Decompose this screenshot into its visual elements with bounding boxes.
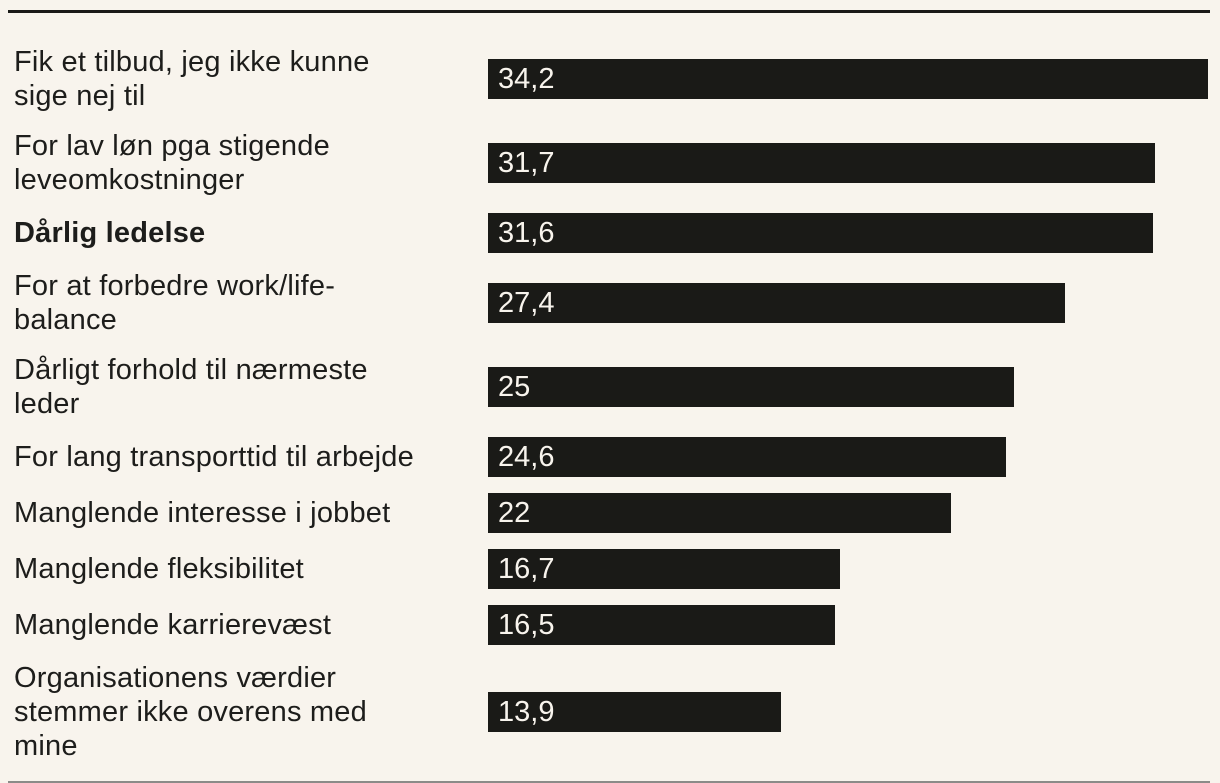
category-label: For lang transporttid til arbejde (14, 441, 414, 473)
category-label: Manglende karrierevæst (14, 609, 332, 641)
category-label: Dårligt forhold til nærmeste leder (14, 354, 368, 420)
value-bar: 34,2 (488, 59, 1208, 99)
category-label: Manglende interesse i jobbet (14, 497, 391, 529)
horizontal-bar-chart: Fik et tilbud, jeg ikke kunne sige nej t… (0, 10, 1220, 783)
category-label: Organisationens værdier stemmer ikke ove… (14, 662, 367, 762)
value-bar: 31,7 (488, 143, 1156, 183)
value-label: 22 (498, 497, 531, 529)
chart-row: Dårlig ledelse 31,6 (14, 205, 1208, 261)
value-bar: 16,7 (488, 549, 840, 589)
bar-area: 31,7 (488, 143, 1208, 183)
category-label: For at forbedre work/life- balance (14, 270, 336, 336)
chart-row: Manglende karrierevæst 16,5 (14, 597, 1208, 653)
value-label: 16,5 (498, 609, 555, 641)
value-bar: 13,9 (488, 692, 781, 732)
bar-area: 22 (488, 493, 1208, 533)
value-label: 16,7 (498, 553, 555, 585)
value-label: 31,6 (498, 217, 555, 249)
value-label: 13,9 (498, 696, 555, 728)
value-bar: 24,6 (488, 437, 1006, 477)
value-bar: 22 (488, 493, 952, 533)
bar-area: 34,2 (488, 59, 1208, 99)
category-label: For lav løn pga stigende leveomkostninge… (14, 130, 330, 196)
value-label: 24,6 (498, 441, 555, 473)
chart-row: Dårligt forhold til nærmeste leder 25 (14, 345, 1208, 429)
chart-row: For at forbedre work/life- balance 27,4 (14, 261, 1208, 345)
value-bar: 16,5 (488, 605, 836, 645)
value-label: 31,7 (498, 147, 555, 179)
category-label: Fik et tilbud, jeg ikke kunne sige nej t… (14, 46, 370, 112)
value-bar: 31,6 (488, 213, 1154, 253)
chart-row: Fik et tilbud, jeg ikke kunne sige nej t… (14, 37, 1208, 121)
bar-area: 13,9 (488, 692, 1208, 732)
chart-row: For lav løn pga stigende leveomkostninge… (14, 121, 1208, 205)
category-label: Dårlig ledelse (14, 217, 206, 249)
bar-area: 24,6 (488, 437, 1208, 477)
chart-row: Organisationens værdier stemmer ikke ove… (14, 653, 1208, 771)
top-rule (8, 10, 1210, 13)
bar-area: 16,5 (488, 605, 1208, 645)
chart-row: For lang transporttid til arbejde 24,6 (14, 429, 1208, 485)
chart-row: Manglende interesse i jobbet 22 (14, 485, 1208, 541)
chart-rows: Fik et tilbud, jeg ikke kunne sige nej t… (14, 37, 1208, 771)
value-label: 25 (498, 371, 531, 403)
value-bar: 25 (488, 367, 1015, 407)
chart-row: Manglende fleksibilitet 16,7 (14, 541, 1208, 597)
value-bar: 27,4 (488, 283, 1065, 323)
category-label: Manglende fleksibilitet (14, 553, 304, 585)
value-label: 27,4 (498, 287, 555, 319)
bar-area: 25 (488, 367, 1208, 407)
bar-area: 27,4 (488, 283, 1208, 323)
bar-area: 16,7 (488, 549, 1208, 589)
value-label: 34,2 (498, 63, 555, 95)
bar-area: 31,6 (488, 213, 1208, 253)
